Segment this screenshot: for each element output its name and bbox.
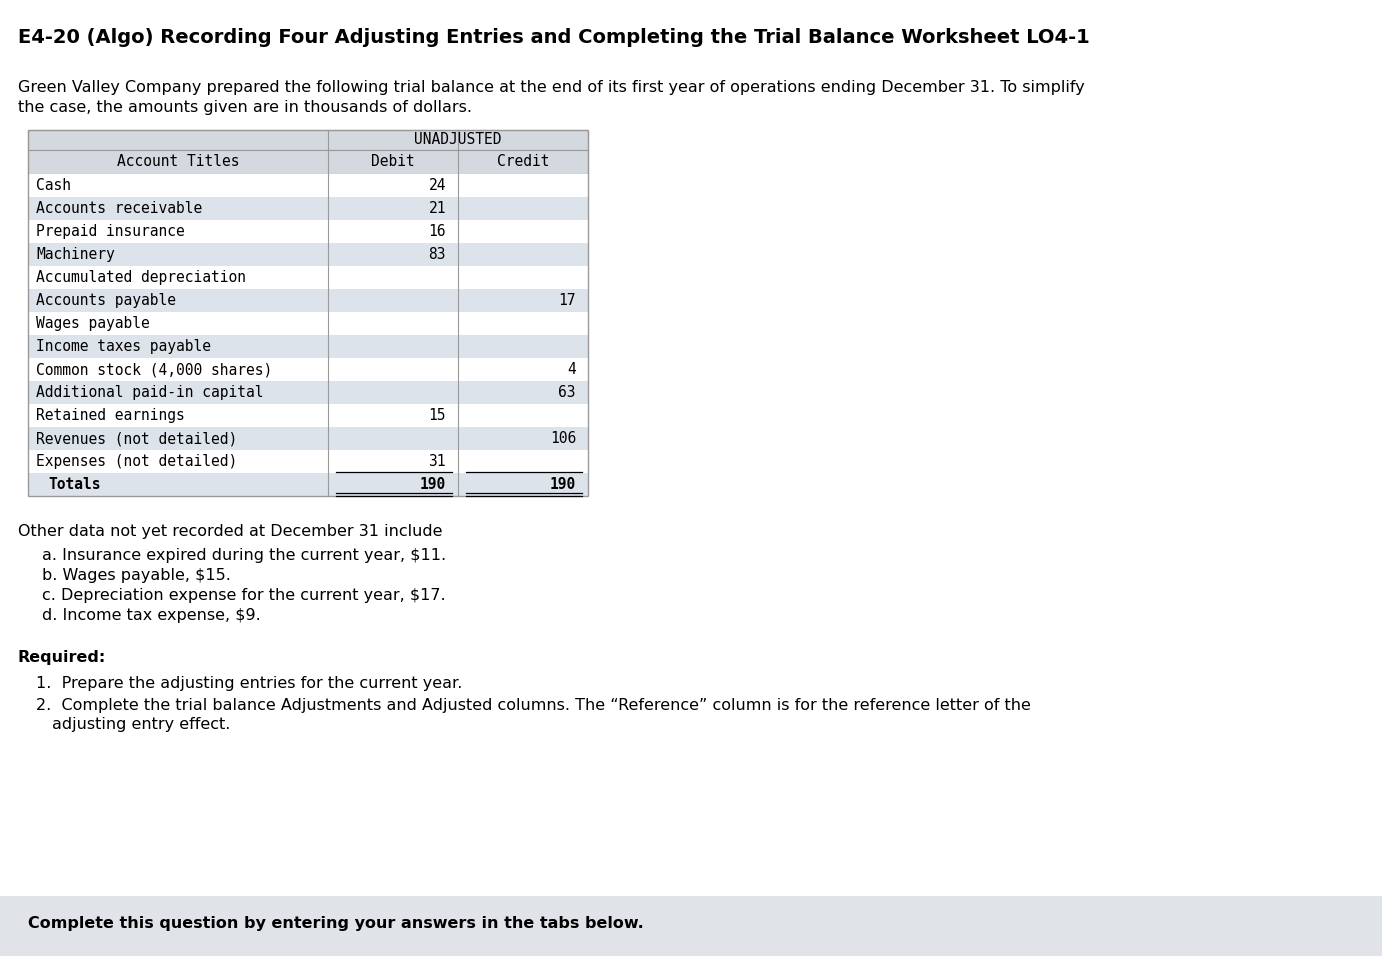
Text: Green Valley Company prepared the following trial balance at the end of its firs: Green Valley Company prepared the follow… <box>18 80 1085 95</box>
Text: adjusting entry effect.: adjusting entry effect. <box>53 717 231 732</box>
Text: 17: 17 <box>558 293 576 308</box>
Text: 1.  Prepare the adjusting entries for the current year.: 1. Prepare the adjusting entries for the… <box>36 676 463 691</box>
Bar <box>28 427 587 450</box>
Text: Common stock (4,000 shares): Common stock (4,000 shares) <box>36 362 272 377</box>
Text: E4-20 (Algo) Recording Four Adjusting Entries and Completing the Trial Balance W: E4-20 (Algo) Recording Four Adjusting En… <box>18 28 1090 47</box>
Text: 4: 4 <box>567 362 576 377</box>
Text: Accumulated depreciation: Accumulated depreciation <box>36 270 246 285</box>
Text: 15: 15 <box>428 408 446 423</box>
Text: b. Wages payable, $15.: b. Wages payable, $15. <box>41 568 231 583</box>
Text: Complete this question by entering your answers in the tabs below.: Complete this question by entering your … <box>28 916 644 931</box>
Text: 106: 106 <box>550 431 576 446</box>
Bar <box>28 289 587 312</box>
Text: Income taxes payable: Income taxes payable <box>36 339 211 354</box>
Bar <box>28 335 587 358</box>
Text: Retained earnings: Retained earnings <box>36 408 185 423</box>
Bar <box>28 197 587 220</box>
Bar <box>28 312 587 335</box>
Text: 2.  Complete the trial balance Adjustments and Adjusted columns. The “Reference”: 2. Complete the trial balance Adjustment… <box>36 698 1031 713</box>
Bar <box>28 220 587 243</box>
Text: 83: 83 <box>428 247 446 262</box>
Text: Expenses (not detailed): Expenses (not detailed) <box>36 454 238 469</box>
Text: 31: 31 <box>428 454 446 469</box>
Text: Accounts payable: Accounts payable <box>36 293 176 308</box>
Text: Prepaid insurance: Prepaid insurance <box>36 224 185 239</box>
Bar <box>28 473 587 496</box>
Text: Debit: Debit <box>372 154 415 169</box>
Bar <box>28 243 587 266</box>
Text: Other data not yet recorded at December 31 include: Other data not yet recorded at December … <box>18 524 442 539</box>
Text: d. Income tax expense, $9.: d. Income tax expense, $9. <box>41 608 261 623</box>
Text: Cash: Cash <box>36 178 70 193</box>
Text: 24: 24 <box>428 178 446 193</box>
Bar <box>0 896 1382 956</box>
Bar <box>28 130 587 496</box>
Text: the case, the amounts given are in thousands of dollars.: the case, the amounts given are in thous… <box>18 100 473 115</box>
Text: 21: 21 <box>428 201 446 216</box>
Bar <box>28 174 587 197</box>
Bar <box>28 381 587 404</box>
Bar <box>28 358 587 381</box>
Text: Additional paid-in capital: Additional paid-in capital <box>36 385 264 400</box>
Bar <box>28 150 587 174</box>
Bar <box>28 130 587 150</box>
Text: 190: 190 <box>550 477 576 492</box>
Text: Totals: Totals <box>48 477 101 492</box>
Text: Account Titles: Account Titles <box>116 154 239 169</box>
Text: 190: 190 <box>420 477 446 492</box>
Text: c. Depreciation expense for the current year, $17.: c. Depreciation expense for the current … <box>41 588 445 603</box>
Text: Credit: Credit <box>496 154 549 169</box>
Bar <box>28 450 587 473</box>
Text: Accounts receivable: Accounts receivable <box>36 201 202 216</box>
Text: Wages payable: Wages payable <box>36 316 149 331</box>
Bar <box>28 266 587 289</box>
Text: 63: 63 <box>558 385 576 400</box>
Text: a. Insurance expired during the current year, $11.: a. Insurance expired during the current … <box>41 548 446 563</box>
Text: Required:: Required: <box>18 650 106 665</box>
Text: Revenues (not detailed): Revenues (not detailed) <box>36 431 238 446</box>
Text: 16: 16 <box>428 224 446 239</box>
Bar <box>28 404 587 427</box>
Text: UNADJUSTED: UNADJUSTED <box>415 132 502 147</box>
Text: Machinery: Machinery <box>36 247 115 262</box>
